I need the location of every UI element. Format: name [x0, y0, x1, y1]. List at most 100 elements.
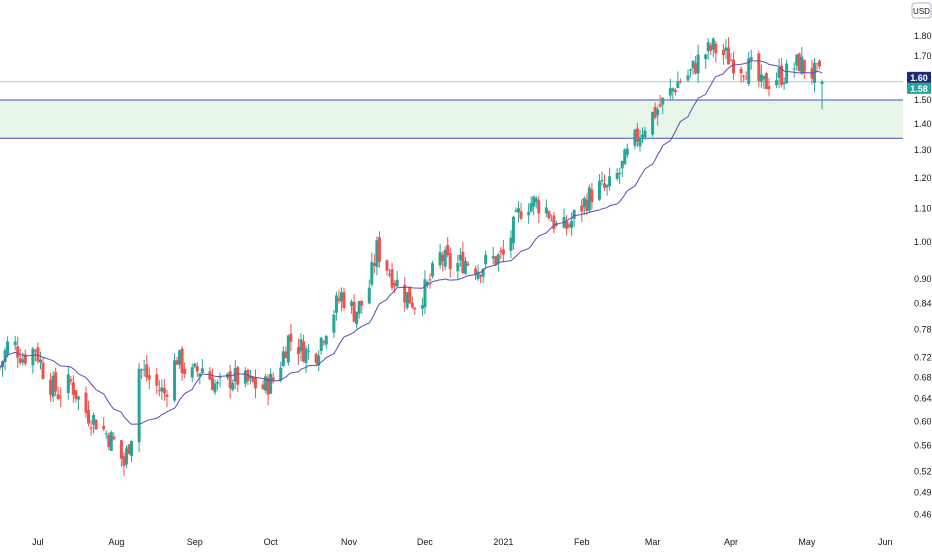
price-tag-label: 1.60: [910, 73, 928, 83]
candle-body: [213, 383, 217, 393]
candle-down: [413, 306, 417, 315]
candle-down: [296, 338, 300, 365]
candle-body: [623, 149, 627, 165]
candle-down: [107, 432, 111, 451]
candle-body: [425, 281, 429, 285]
time-tick-label: Feb: [574, 537, 590, 547]
candle-body: [689, 69, 693, 71]
candle-down: [499, 246, 503, 259]
candle-up: [777, 58, 781, 88]
candle-up: [600, 171, 604, 186]
candle-down: [71, 375, 75, 403]
candle-down: [580, 199, 584, 222]
price-tick-label: 1.80: [914, 31, 932, 41]
candle-up: [549, 214, 553, 222]
currency-badge[interactable]: USD: [911, 2, 932, 19]
candle-body: [618, 172, 622, 174]
candle-down: [635, 122, 639, 147]
candle-body: [124, 448, 128, 465]
price-tick-label: 1.50: [914, 95, 932, 105]
candle-body: [160, 387, 164, 392]
candle-body: [479, 275, 483, 277]
candle-body: [711, 38, 715, 50]
candle-body: [474, 268, 478, 275]
candle-body: [109, 432, 113, 451]
candle-body: [456, 263, 460, 272]
candle-body: [162, 387, 166, 394]
candle-down: [49, 372, 53, 402]
candle-body: [92, 415, 96, 425]
candle-up: [711, 37, 715, 58]
candle-body: [271, 377, 275, 381]
time-tick-label: May: [798, 537, 816, 547]
candle-body: [582, 198, 586, 208]
candle-body: [501, 249, 505, 255]
candle-body: [792, 68, 796, 70]
candle-up: [324, 334, 328, 349]
candle-up: [38, 351, 42, 370]
candle-body: [496, 254, 500, 264]
candle-body: [324, 335, 328, 345]
candle-body: [350, 301, 354, 307]
candle-down: [314, 352, 318, 367]
candle-up: [782, 77, 786, 90]
candle-up: [463, 256, 467, 276]
candle-down: [175, 356, 179, 365]
candle-up: [795, 53, 799, 71]
candle-body: [597, 181, 601, 200]
candle-body: [587, 187, 591, 211]
candle-body: [38, 359, 42, 363]
candle-body: [140, 369, 144, 371]
candle-body: [302, 341, 306, 362]
candle-up: [137, 363, 141, 452]
candle-body: [251, 376, 255, 382]
candle-up: [749, 49, 753, 70]
candle-up: [31, 346, 35, 374]
candle-up: [21, 352, 25, 366]
candle-down: [385, 259, 389, 276]
candle-down: [102, 417, 106, 431]
time-axis[interactable]: Jul Aug Sep Oct Nov Dec 2021 Feb Mar Apr May Jun: [32, 537, 892, 547]
candle-up: [775, 72, 779, 88]
candle-up: [724, 39, 728, 60]
moving-average-layer: [0, 60, 823, 425]
moving-average-line: [0, 60, 823, 425]
candle-up: [640, 127, 644, 144]
candle-down: [732, 51, 736, 81]
candle-body: [724, 47, 728, 51]
candle-up: [104, 430, 108, 440]
candle-body: [49, 379, 53, 395]
candle-up: [216, 379, 220, 391]
candle-body: [499, 250, 503, 253]
time-tick-label: Apr: [724, 537, 738, 547]
price-axis[interactable]: USD 1.80 1.70 1.60 1.50 1.40 1.30 1.20 1.10 1.00 0…: [911, 2, 932, 519]
candle-down: [446, 237, 450, 258]
candle-down: [810, 60, 814, 85]
candle-body: [342, 292, 346, 309]
candle-body: [59, 396, 63, 398]
candle-body: [694, 63, 698, 74]
time-tick-label: 2021: [493, 537, 513, 547]
candle-body: [517, 208, 521, 213]
candle-up: [456, 254, 460, 280]
price-tick-label: 0.78: [914, 324, 932, 334]
candle-body: [673, 89, 677, 93]
candle-down: [474, 265, 478, 281]
candle-body: [112, 436, 116, 440]
candle-up: [484, 250, 488, 270]
candle-body: [678, 81, 682, 83]
candle-body: [299, 339, 303, 352]
candle-up: [820, 79, 824, 110]
candle-down: [709, 42, 713, 56]
candle-up: [264, 373, 268, 394]
candle-body: [818, 60, 822, 67]
candle-up: [279, 361, 283, 383]
price-tick-label: 0.49: [914, 487, 932, 497]
candle-body: [549, 220, 553, 222]
candle-up: [405, 291, 409, 310]
candle-up: [691, 60, 695, 75]
candle-body: [33, 350, 37, 352]
candle-body: [390, 269, 394, 288]
